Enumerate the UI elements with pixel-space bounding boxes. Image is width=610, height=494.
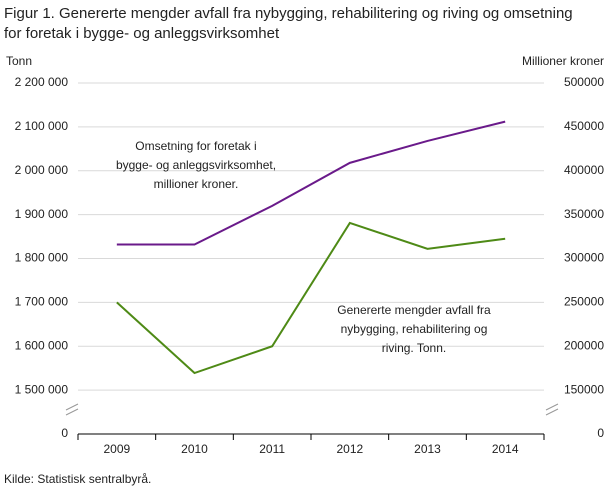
x-tick-label: 2013 [414,442,441,456]
annotation: nybygging, rehabilitering og [341,322,488,336]
x-tick-label: 2011 [259,442,285,456]
y-axis-label: Tonn [6,54,32,68]
axis-break [65,403,79,411]
chart-title: Figur 1. Genererte mengder avfall fra ny… [4,5,573,22]
y-tick-label: 1 700 000 [15,295,69,309]
chart-title: for foretak i bygge- og anleggsvirksomhe… [4,25,280,42]
x-tick-label: 2012 [336,442,363,456]
y2-tick-label: 0 [597,426,604,440]
y2-tick-label: 250000 [564,295,604,309]
y2-tick-label: 300000 [564,251,604,265]
y-tick-label: 2 100 000 [15,119,69,133]
source: Kilde: Statistisk sentralbyrå. [4,472,151,486]
x-tick-label: 2014 [492,442,519,456]
annotation: Genererte mengder avfall fra [337,303,491,317]
annotation: bygge- og anleggsvirksomhet, [116,158,276,172]
annotation: millioner kroner. [154,177,239,191]
annotation: riving. Tonn. [382,341,446,355]
y2-axis-label: Millioner kroner [522,54,604,68]
y-tick-label: 1 900 000 [15,207,69,221]
y2-tick-label: 200000 [564,338,604,352]
y-tick-label: 2 000 000 [15,163,69,177]
axis-break [545,403,559,411]
y-tick-label: 1 500 000 [15,382,69,396]
y-tick-label: 1 800 000 [15,251,69,265]
line [116,221,506,375]
x-tick-label: 2010 [181,442,208,456]
axis-break [545,408,559,416]
y2-tick-label: 350000 [564,207,604,221]
annotation: Omsetning for foretak i [135,139,256,153]
y2-tick-label: 450000 [564,119,604,133]
y-tick-label: 0 [61,426,68,440]
y2-tick-label: 400000 [564,163,604,177]
y2-tick-label: 150000 [564,382,604,396]
axis-break [65,408,79,416]
y-tick-label: 1 600 000 [15,338,69,352]
x-tick-label: 2009 [103,442,130,456]
y2-tick-label: 500000 [564,75,604,89]
y-tick-label: 2 200 000 [15,75,69,89]
line [116,120,506,246]
